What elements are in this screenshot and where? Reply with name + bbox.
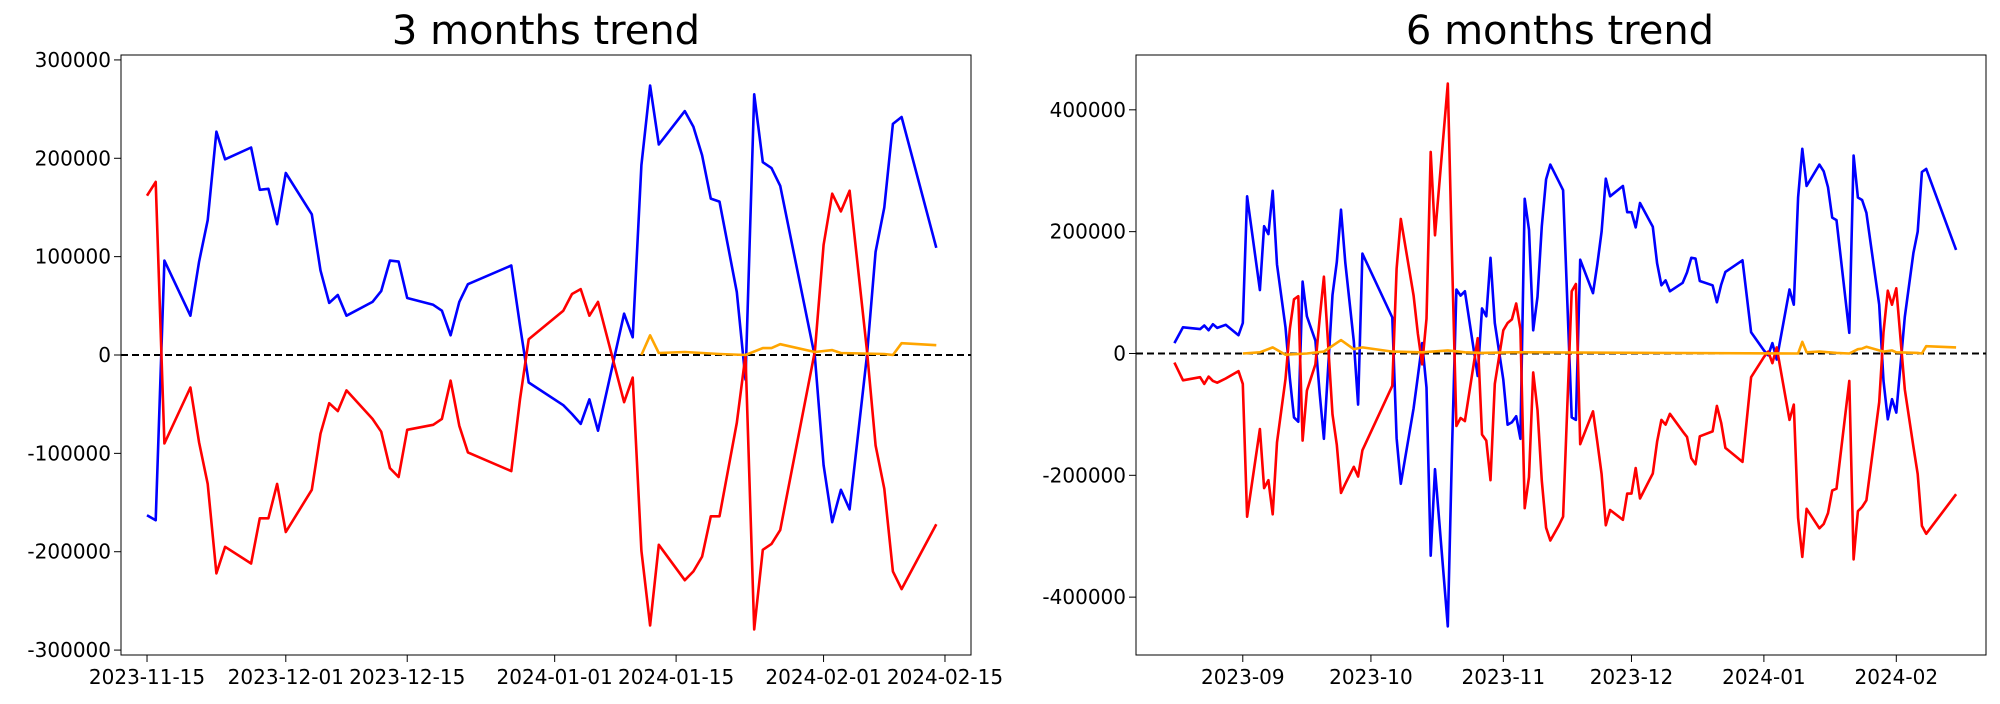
x-tick-label: 2023-12: [1590, 665, 1674, 689]
y-tick-label: -200000: [1042, 463, 1126, 487]
series-line-1: [145, 180, 938, 631]
y-tick-label: -400000: [1042, 585, 1126, 609]
y-tick-label: -100000: [27, 441, 111, 465]
x-tick-label: 2024-02: [1855, 665, 1939, 689]
x-tick-label: 2023-11: [1462, 665, 1546, 689]
y-tick-label: 200000: [1050, 220, 1126, 244]
series-line-0: [1173, 147, 1958, 628]
series-line-0: [146, 84, 938, 524]
y-tick-label: 0: [1113, 341, 1126, 365]
y-tick-label: -200000: [27, 540, 111, 564]
y-tick-label: 200000: [35, 146, 111, 170]
chart-3-months: 3 months trend 2023-11-15 2023-12-01 2023-…: [27, 8, 1003, 689]
x-tick-label: 2023-12-15: [349, 665, 465, 689]
y-tick-label: 300000: [35, 48, 111, 72]
x-tick-label: 2024-01-15: [618, 665, 734, 689]
plot-lines: [121, 84, 971, 631]
plot-lines: [1136, 82, 1986, 628]
y-axis: -300000 -200000 -100000 0 100000 200000 300000: [27, 48, 121, 662]
y-tick-label: 100000: [35, 245, 111, 269]
y-axis: -400000 -200000 0 200000 400000: [1042, 98, 1136, 609]
series-line-2: [1242, 338, 1957, 357]
x-tick-label: 2023-10: [1329, 665, 1413, 689]
x-tick-label: 2024-02-15: [887, 665, 1003, 689]
plot-frame: [1135, 54, 1987, 656]
chart-title: 6 months trend: [1406, 8, 1714, 54]
x-tick-label: 2023-11-15: [89, 665, 205, 689]
chart-6-months: 6 months trend 2023-09 2023-10 2023-11 2023…: [1042, 8, 1987, 689]
x-tick-label: 2024-01: [1722, 665, 1806, 689]
chart-title: 3 months trend: [392, 8, 700, 54]
plot-frame: [120, 54, 972, 656]
x-axis: 2023-11-15 2023-12-01 2023-12-15 2024-01-01…: [89, 655, 1003, 689]
y-tick-label: 0: [98, 343, 111, 367]
x-tick-label: 2023-09: [1201, 665, 1285, 689]
series-line-1: [1173, 82, 1958, 561]
x-tick-label: 2024-01-01: [497, 665, 613, 689]
y-tick-label: 400000: [1050, 98, 1126, 122]
x-axis: 2023-09 2023-10 2023-11 2023-12 2024-01 2024-…: [1201, 655, 1938, 689]
series-line-2: [640, 333, 937, 357]
y-tick-label: -300000: [27, 638, 111, 662]
x-tick-label: 2024-02-01: [765, 665, 881, 689]
x-tick-label: 2023-12-01: [228, 665, 344, 689]
